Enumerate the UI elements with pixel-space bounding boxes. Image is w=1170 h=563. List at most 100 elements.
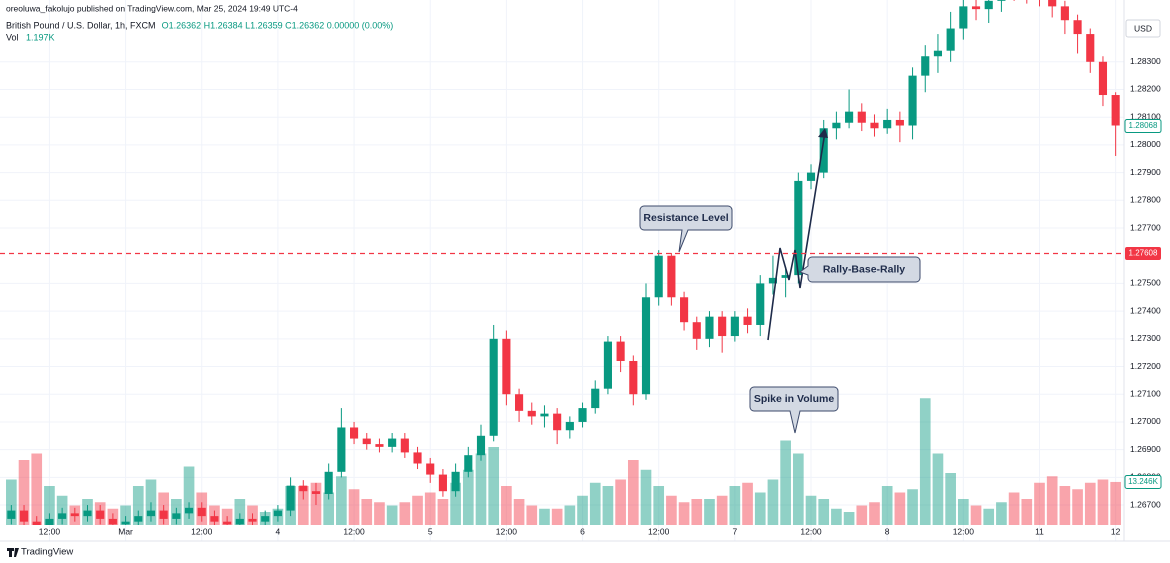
volume-bar <box>475 453 487 525</box>
grid <box>0 0 1124 541</box>
candle-body <box>413 452 422 464</box>
volume-bar <box>44 486 55 525</box>
volume-bar <box>386 505 398 525</box>
volume-bar <box>297 486 309 525</box>
volume-bar <box>450 482 461 525</box>
x-tick-label: 12:00 <box>953 526 975 536</box>
x-tick-label: 8 <box>885 526 890 536</box>
volume-bar <box>18 460 30 525</box>
candle-body <box>730 316 739 337</box>
candle-body <box>134 516 143 522</box>
volume-bar <box>767 479 779 525</box>
y-tick-label: 1.27300 <box>1130 333 1161 343</box>
x-tick-label: 12:00 <box>343 526 365 536</box>
candle-body <box>426 463 435 475</box>
candle-body <box>375 444 384 447</box>
candle-body <box>806 172 816 181</box>
callout-box <box>749 386 839 434</box>
volume-bar <box>666 495 677 525</box>
volume-bar <box>818 499 830 525</box>
volume-bar <box>704 499 715 525</box>
volume-bar <box>513 499 525 525</box>
resistance-label: 1.27608 <box>1129 249 1158 258</box>
resistance-badge <box>1125 246 1161 260</box>
candle-body <box>489 338 498 436</box>
candle-body <box>464 455 473 472</box>
x-tick-label: 11 <box>1035 526 1044 536</box>
annotation: Resistance Level <box>643 212 728 224</box>
volume-bar <box>183 466 195 525</box>
candle-body <box>819 128 828 173</box>
volume-bar <box>1034 482 1045 525</box>
y-tick-label: 1.27500 <box>1130 278 1161 288</box>
volume-bar <box>678 502 690 525</box>
candle-body <box>654 255 663 298</box>
callout-box <box>798 256 921 283</box>
volume-bar <box>729 486 741 525</box>
volume-bar <box>564 505 576 525</box>
volume-bar <box>1008 492 1020 525</box>
volume-bar <box>399 502 411 525</box>
candle-body <box>286 485 295 511</box>
x-tick-label: 5 <box>428 526 433 536</box>
currency-box[interactable] <box>1125 19 1161 38</box>
currency[interactable]: USD <box>1134 23 1152 33</box>
candle-body <box>362 438 371 445</box>
candle-body <box>121 521 130 525</box>
volume-bar <box>336 476 347 525</box>
last-price-badge <box>1124 119 1162 134</box>
x-tick-label: 12:00 <box>648 526 670 536</box>
candle-body <box>578 408 587 422</box>
y-tick-label: 1.27000 <box>1130 416 1161 426</box>
y-tick-label: 1.28100 <box>1130 111 1161 121</box>
y-tick-label: 1.27400 <box>1130 305 1161 315</box>
volume-bar <box>424 492 436 525</box>
candle-body <box>273 510 282 517</box>
volume-value-label: 13.246K <box>1128 477 1158 486</box>
candle-body <box>7 510 16 519</box>
candle-body <box>476 435 486 456</box>
footer[interactable]: TradingView <box>21 547 73 558</box>
candle-body <box>883 119 892 129</box>
y-tick-label: 1.26900 <box>1130 444 1161 454</box>
volume-bar <box>996 502 1007 525</box>
volume-bar <box>1046 476 1058 525</box>
candle-body <box>324 471 333 494</box>
candle-body <box>857 111 866 123</box>
candle-body <box>832 122 841 129</box>
candle-body <box>184 507 194 514</box>
candle-body <box>1048 0 1057 7</box>
candle-body <box>223 521 232 525</box>
logo[interactable] <box>7 548 19 557</box>
volume-bar <box>602 486 614 525</box>
candle-body <box>299 485 308 492</box>
volume-bar <box>945 473 956 525</box>
candle-body <box>959 6 968 29</box>
candle-body <box>794 180 803 276</box>
volume-bar <box>843 512 855 525</box>
candle-body <box>451 471 460 492</box>
candle-body <box>1073 20 1082 35</box>
candle-body <box>502 338 511 395</box>
candle-body <box>210 516 219 522</box>
candle-body <box>1060 6 1069 21</box>
volume-name: Vol <box>6 32 19 42</box>
volume-bar <box>691 499 703 525</box>
candle-body <box>438 474 447 492</box>
volume-bar <box>589 482 601 525</box>
candle-body <box>1111 95 1120 126</box>
candle-body <box>96 510 105 519</box>
candle-body <box>768 277 777 284</box>
x-tick-label: 12:00 <box>496 526 518 536</box>
candle-body <box>172 513 181 519</box>
y-tick-label: 1.27700 <box>1130 222 1161 232</box>
candle-body <box>680 297 689 323</box>
candle-body <box>756 283 765 325</box>
volume-bar <box>932 453 944 525</box>
candle-body <box>591 388 600 409</box>
x-tick-label: 12 <box>1111 526 1121 536</box>
candle-body <box>667 255 676 298</box>
volume-bar <box>742 482 753 525</box>
volume-legend: 1.197K <box>26 32 55 42</box>
volume-bar <box>323 492 335 525</box>
